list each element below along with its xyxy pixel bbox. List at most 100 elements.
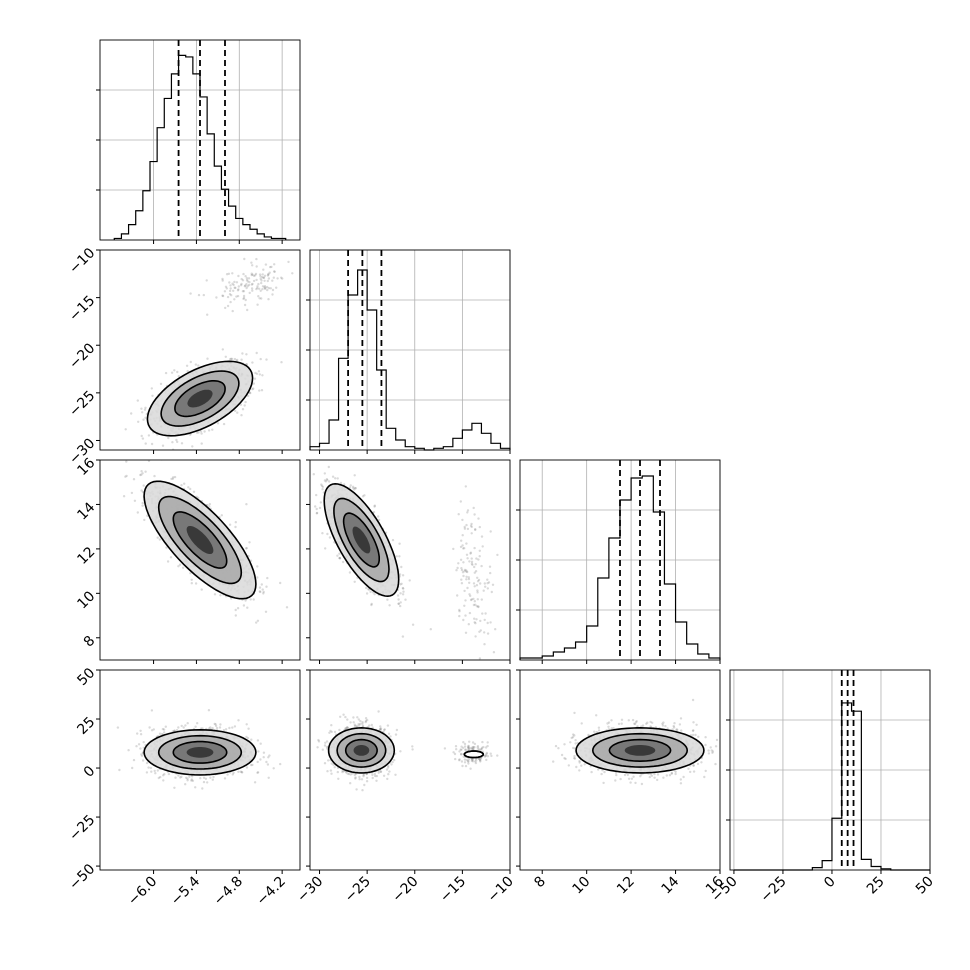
sample-point <box>161 727 165 731</box>
sample-point <box>236 411 239 414</box>
sample-point <box>233 286 236 289</box>
sample-point <box>353 486 357 490</box>
sample-point <box>255 257 258 261</box>
sample-point <box>236 289 240 292</box>
sample-point <box>241 408 245 411</box>
sample-point <box>228 293 232 296</box>
sample-point <box>175 729 179 732</box>
sample-point <box>241 290 245 293</box>
sample-point <box>234 608 237 612</box>
sample-point <box>222 729 226 732</box>
sample-point <box>239 770 242 773</box>
sample-point <box>187 486 190 489</box>
sample-point <box>140 473 143 476</box>
sample-point <box>144 442 147 445</box>
sample-point <box>249 391 252 395</box>
sample-point <box>251 763 254 767</box>
sample-point <box>256 760 259 764</box>
sample-point <box>223 290 227 293</box>
contour-line <box>143 480 257 600</box>
sample-point <box>247 727 250 730</box>
sample-point <box>257 750 260 753</box>
sample-point <box>401 593 405 596</box>
sample-point <box>263 274 267 277</box>
sample-point <box>212 775 215 779</box>
sample-point <box>143 518 146 522</box>
scatter-panel-p1-p3 <box>99 459 301 661</box>
sample-point <box>167 436 170 440</box>
panel-frame <box>99 669 301 871</box>
sample-point <box>261 273 264 276</box>
sample-point <box>255 265 258 268</box>
sample-point <box>250 763 253 767</box>
sample-point <box>267 277 271 280</box>
sample-point <box>315 493 318 497</box>
sample-point <box>222 422 226 426</box>
sample-point <box>188 775 191 778</box>
sample-point <box>261 285 265 288</box>
sample-point <box>221 348 224 351</box>
sample-point <box>285 606 289 609</box>
sample-point <box>173 475 177 479</box>
sample-point <box>315 511 319 515</box>
sample-point <box>190 779 193 782</box>
sample-point <box>141 501 144 505</box>
sample-point <box>328 480 331 483</box>
contour-line <box>143 728 257 776</box>
sample-point <box>209 726 212 729</box>
sample-point <box>162 779 165 782</box>
sample-point <box>398 542 401 545</box>
sample-point <box>149 766 153 770</box>
sample-point <box>207 709 211 712</box>
sample-point <box>185 776 188 779</box>
sample-point <box>204 777 208 780</box>
density-fill <box>186 747 214 758</box>
sample-point <box>206 357 209 360</box>
sample-point <box>234 286 237 290</box>
sample-point <box>259 357 262 361</box>
sample-point <box>266 763 270 766</box>
sample-point <box>197 364 200 367</box>
sample-point <box>182 726 185 729</box>
sample-point <box>228 726 231 730</box>
sample-point <box>194 786 197 789</box>
sample-point <box>224 306 227 310</box>
sample-point <box>233 280 236 284</box>
sample-point <box>226 773 229 776</box>
sample-point <box>236 607 240 610</box>
sample-point <box>353 474 356 477</box>
sample-point <box>194 582 198 585</box>
sample-point <box>139 747 142 750</box>
sample-point <box>132 758 136 762</box>
sample-point <box>321 488 324 491</box>
sample-point <box>240 358 243 361</box>
sample-point <box>365 592 369 595</box>
sample-point <box>136 511 139 514</box>
sample-point <box>234 525 237 529</box>
sample-point <box>353 488 356 491</box>
contour-line <box>174 380 226 418</box>
sample-point <box>256 285 259 288</box>
sample-point <box>189 572 192 575</box>
sample-point <box>164 725 167 728</box>
sample-point <box>314 505 317 508</box>
sample-point <box>208 727 211 730</box>
sample-point <box>256 303 259 306</box>
sample-point <box>178 563 182 566</box>
sample-point <box>391 538 395 542</box>
panel-frame <box>99 459 301 661</box>
sample-point <box>141 472 144 475</box>
sample-point <box>185 364 189 367</box>
sample-point <box>399 601 402 604</box>
sample-point <box>151 394 154 397</box>
sample-point <box>258 590 261 593</box>
sample-point <box>216 422 220 425</box>
sample-point <box>139 473 142 477</box>
sample-point <box>256 286 259 290</box>
sample-point <box>231 773 234 776</box>
sample-point <box>273 270 276 273</box>
sample-point <box>262 756 265 759</box>
sample-point <box>180 775 183 778</box>
sample-point <box>271 288 275 292</box>
sample-point <box>259 277 262 281</box>
